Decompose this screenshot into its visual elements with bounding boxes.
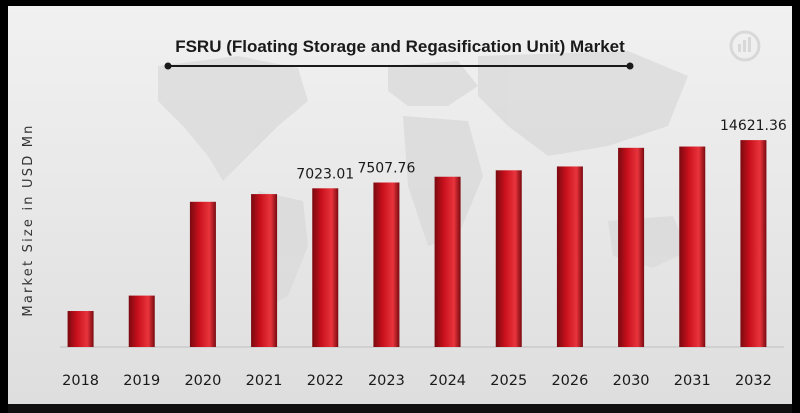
x-tick-2018: 2018 (62, 373, 99, 389)
title-underline-dot-right (626, 62, 634, 70)
x-tick-2030: 2030 (613, 373, 650, 389)
bar-2022 (312, 188, 339, 347)
bar-2026 (556, 166, 583, 347)
x-tick-2021: 2021 (246, 373, 283, 389)
bar-2030 (618, 147, 645, 347)
chart-title: FSRU (Floating Storage and Regasificatio… (175, 37, 625, 56)
title-underline-dot-left (164, 62, 172, 70)
bar-chart: FSRU (Floating Storage and Regasificatio… (21, 30, 787, 389)
x-tick-2020: 2020 (184, 373, 221, 389)
bar-2018 (67, 311, 94, 347)
chart-frame: FSRU (Floating Storage and Regasificatio… (8, 6, 792, 404)
x-tick-labels: 2018 2019 2020 2021 2022 2023 2024 2025 2026 2030… (62, 373, 772, 389)
data-labels: 7023.01 7507.76 14621.36 (296, 118, 787, 182)
bar-2031 (679, 146, 706, 347)
bar-2021 (251, 194, 278, 347)
bar-2024 (434, 176, 461, 347)
bottom-strip (8, 404, 792, 413)
bar-2025 (495, 170, 522, 347)
bar-2019 (128, 295, 155, 347)
x-tick-2031: 2031 (674, 373, 711, 389)
x-tick-2025: 2025 (490, 373, 527, 389)
data-label-2032: 14621.36 (720, 118, 787, 134)
x-tick-2019: 2019 (123, 373, 160, 389)
bar-2020 (189, 201, 216, 347)
bar-2023 (373, 182, 400, 347)
bars-group (67, 140, 767, 347)
y-axis-label: Market Size in USD Mn (21, 123, 36, 316)
bar-2032 (740, 140, 767, 347)
logo-icon (729, 30, 761, 62)
x-tick-2023: 2023 (368, 373, 405, 389)
x-tick-2032: 2032 (735, 373, 772, 389)
x-tick-2026: 2026 (551, 373, 588, 389)
x-tick-2024: 2024 (429, 373, 466, 389)
data-label-2023: 7507.76 (357, 161, 415, 177)
data-label-2022: 7023.01 (296, 166, 354, 182)
x-tick-2022: 2022 (307, 373, 344, 389)
